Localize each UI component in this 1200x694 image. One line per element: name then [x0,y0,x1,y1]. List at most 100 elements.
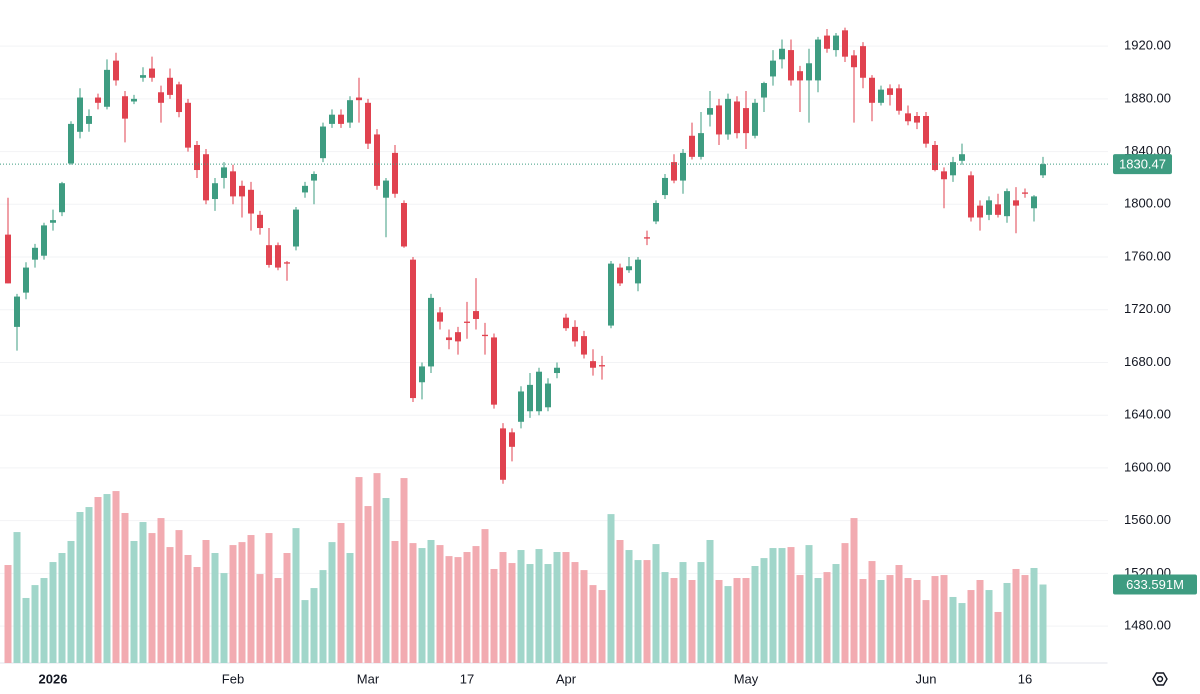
candle-body [14,296,20,327]
volume-bar [868,561,876,663]
volume-bar [517,550,525,663]
volume-bar [310,588,318,663]
candle-body [698,133,704,157]
candle-body [266,245,272,265]
volume-bar [481,529,489,663]
volume-bar [643,560,651,663]
candle-body [932,144,938,171]
candle-body [446,337,452,341]
grid [0,45,1108,627]
y-tick-label: 1680.00 [1124,354,1171,369]
volume-bar [1039,584,1047,663]
volume-bar [859,579,867,663]
y-tick-label: 1560.00 [1124,512,1171,527]
candle-body [500,428,506,480]
candle-body [599,365,605,367]
candle-body [590,361,596,368]
volume-bar [940,575,948,663]
volume-bar [382,498,390,663]
candle-body [239,185,245,197]
volume-bar [301,600,309,663]
candle-body [752,102,758,136]
volume-bar [976,580,984,663]
volume-bar [904,578,912,663]
volume-bar [1021,575,1029,663]
x-tick-label: 17 [460,671,474,686]
candle-body [464,321,470,323]
candle-body [725,98,731,135]
x-tick-label: Feb [222,671,244,686]
x-tick-label: 2026 [39,671,68,686]
volume-bar [706,539,714,663]
last-price-label: 1830.47 [1119,157,1166,172]
y-tick-label: 1800.00 [1124,196,1171,211]
volume-bar [391,540,399,663]
volume-bar [715,580,723,663]
volume-bar [211,553,219,663]
candle-body [257,214,263,229]
y-tick-label: 1600.00 [1124,459,1171,474]
volume-bar [913,580,921,663]
x-tick-label: May [734,671,759,686]
candle-body [689,135,695,157]
volume-bar [787,547,795,663]
settings-icon[interactable] [1152,672,1168,686]
volume-bar [229,545,237,663]
volume-bar [292,528,300,663]
candle-body [851,55,857,68]
volume-bar [733,578,741,663]
volume-bar [238,542,246,663]
volume-bar [103,494,111,663]
candle-body [68,123,74,164]
candle-body [635,259,641,284]
candle-body [887,88,893,95]
volume-bar [49,562,57,663]
candle-body [383,180,389,198]
volume-bar [130,540,138,663]
candle-body [275,245,281,268]
volume-bar [418,548,426,663]
volume-bar [760,558,768,663]
volume-bar [850,518,858,663]
volume-bar [436,545,444,663]
volume-bar [580,570,588,663]
candle-body [167,77,173,95]
candle-body [59,183,65,213]
volume-bar [508,563,516,663]
volume-bar [598,590,606,663]
volume-bar [616,539,624,663]
volume-bar [688,580,696,663]
candle-body [923,115,929,144]
volume-bar [967,590,975,663]
candle-body [482,334,488,337]
x-tick-label: Mar [357,671,380,686]
candle-body [5,234,11,284]
candle-body [842,30,848,57]
volume-bar [949,596,957,663]
candle-body [473,311,479,319]
candle-body [554,367,560,374]
candle-body [608,263,614,326]
volume-bar [256,574,264,663]
volume-bar [148,533,156,663]
candle-body [311,173,317,181]
candle-body [437,312,443,322]
volume-bar [877,580,885,663]
candle-body [914,115,920,123]
volume-bar [121,512,129,663]
candle-body [1040,164,1046,176]
volume-bar [490,568,498,663]
volume-bar [535,549,543,663]
volume-bar [355,477,363,663]
candle-body [518,391,524,422]
volume-bar [58,553,66,663]
volume-bar [265,533,273,663]
volume-bar [76,512,84,663]
candle-body [176,84,182,113]
x-tick-label: Jun [916,671,937,686]
y-tick-label: 1760.00 [1124,248,1171,263]
volume-bar [823,572,831,663]
candle-body [104,69,110,107]
volume-bar [634,560,642,663]
candle-body [716,105,722,135]
